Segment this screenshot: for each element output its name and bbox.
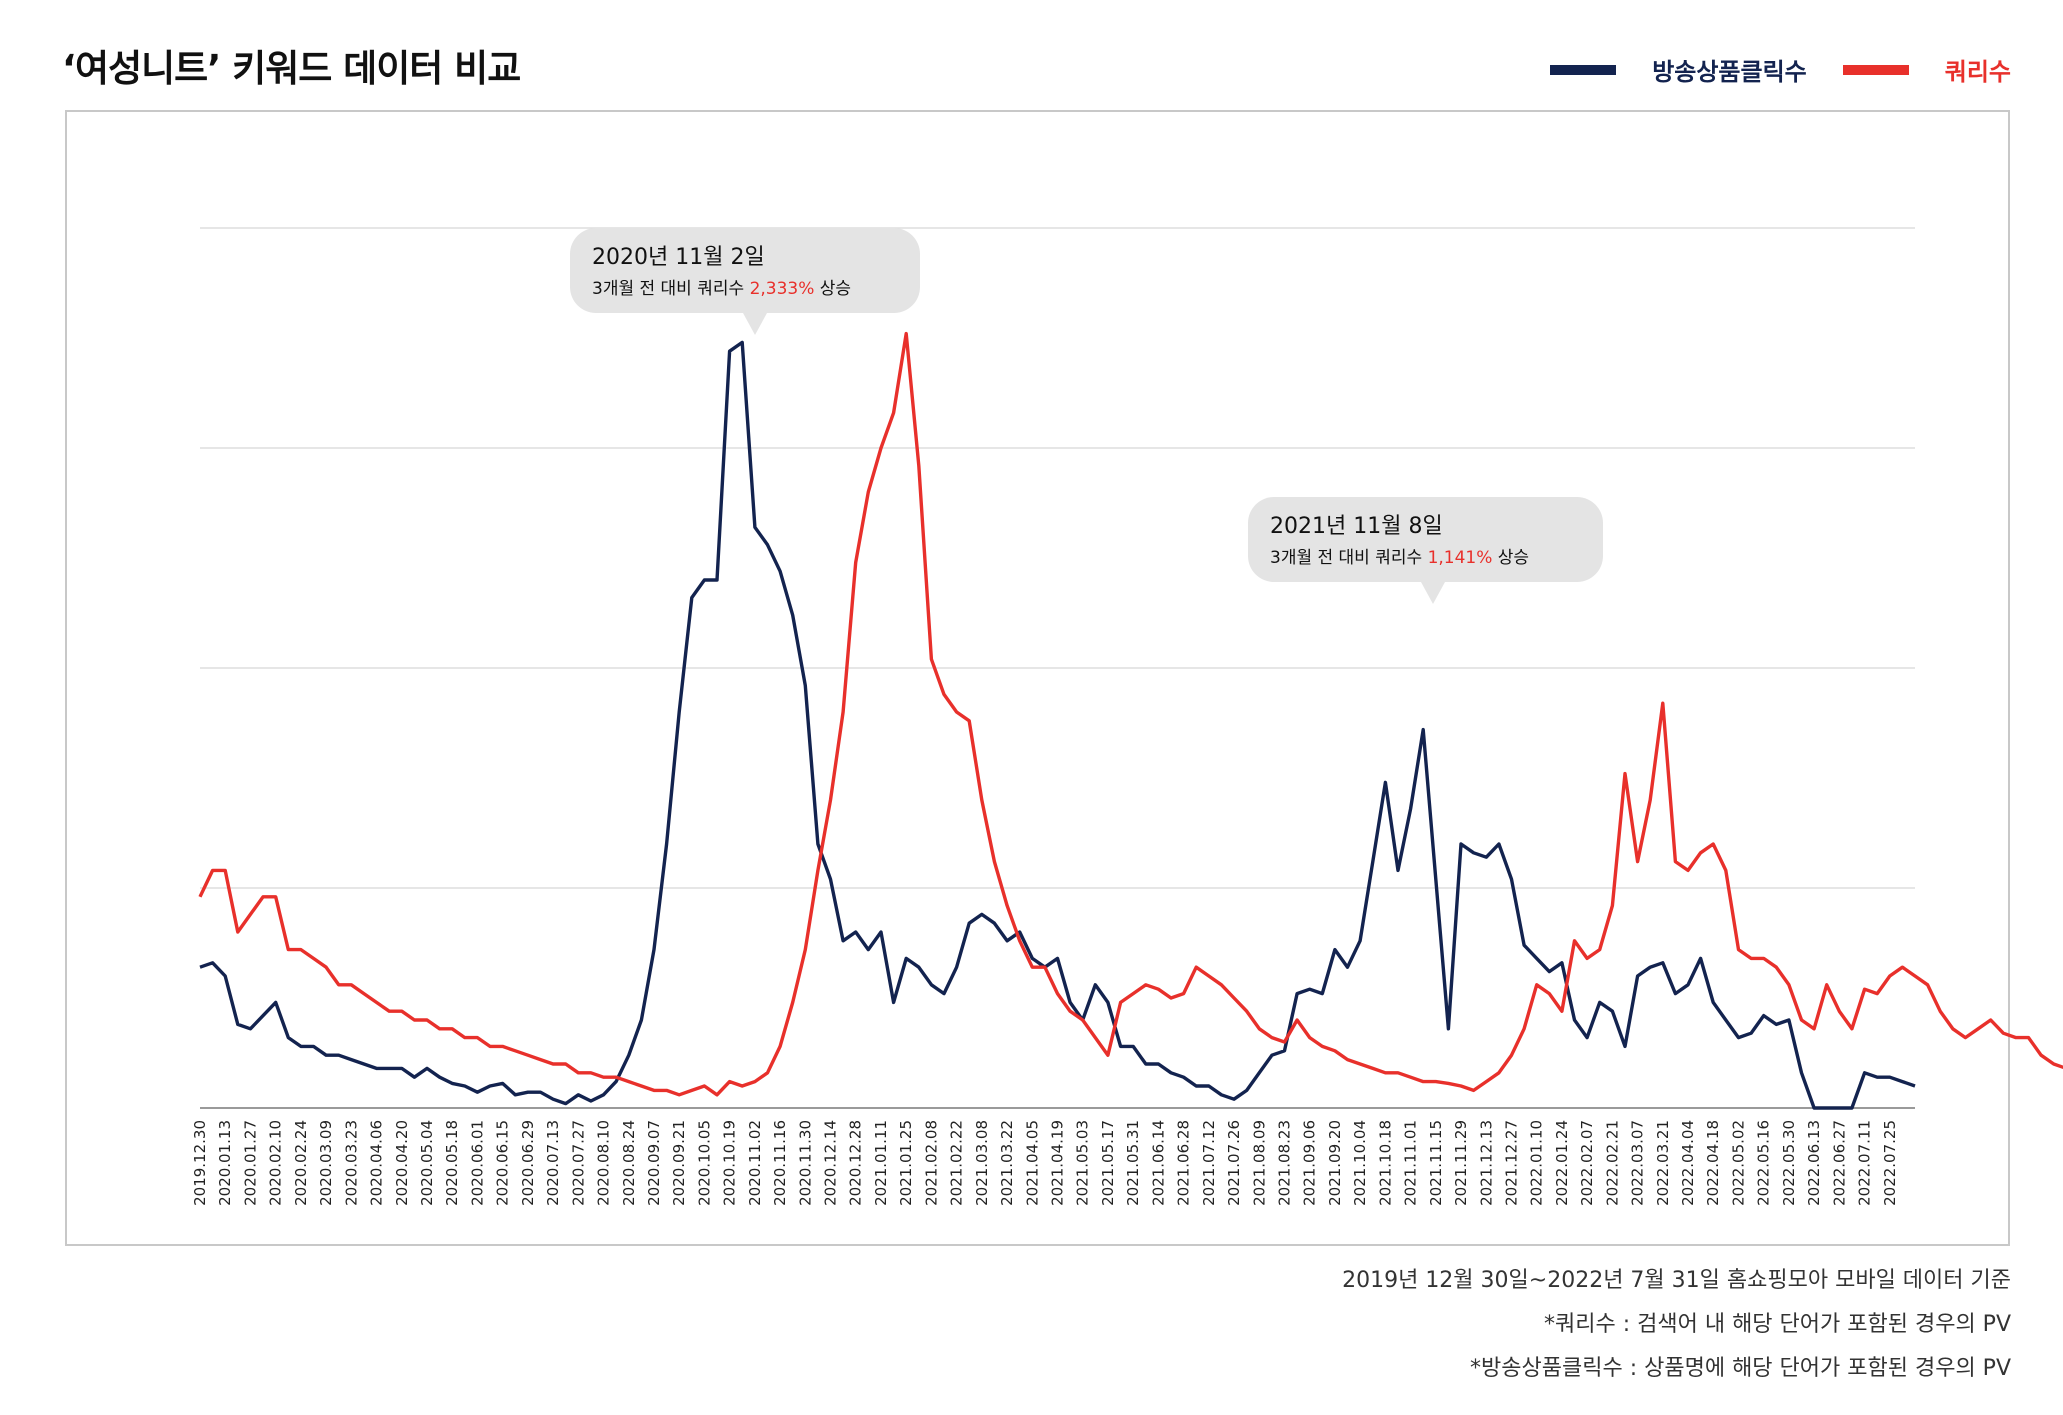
- x-tick-label: 2020.03.23: [342, 1120, 360, 1206]
- x-tick-label: 2021.09.20: [1326, 1120, 1344, 1206]
- chart-legend: 방송상품클릭수 쿼리수: [1514, 52, 2011, 87]
- legend-item-clicks: 방송상품클릭수: [1550, 52, 1807, 87]
- series-line-clicks: [199, 340, 1916, 1110]
- x-tick-label: 2022.04.18: [1704, 1120, 1722, 1206]
- legend-swatch-clicks: [1550, 64, 1617, 75]
- x-tick-label: 2022.05.16: [1755, 1120, 1773, 1206]
- x-tick-label: 2020.12.14: [822, 1120, 840, 1206]
- x-tick-label: 2020.02.10: [267, 1120, 285, 1206]
- x-tick-label: 2020.02.24: [292, 1120, 310, 1206]
- x-tick-label: 2020.06.01: [468, 1120, 486, 1206]
- footnote-clicks: *방송상품클릭수 : 상품명에 해당 단어가 포함된 경우의 PV: [1470, 1356, 2011, 1381]
- annotation-desc: 3개월 전 대비 쿼리수 2,333% 상승: [592, 279, 851, 299]
- x-tick-label: 2020.04.06: [368, 1120, 386, 1206]
- x-tick-label: 2020.05.18: [443, 1120, 461, 1206]
- x-tick-label: 2021.10.18: [1376, 1120, 1394, 1206]
- legend-label-clicks: 방송상품클릭수: [1652, 58, 1807, 86]
- legend-item-queries: 쿼리수: [1842, 52, 2011, 87]
- x-tick-label: 2022.03.07: [1629, 1120, 1647, 1206]
- x-tick-label: 2021.11.29: [1452, 1120, 1470, 1206]
- x-tick-label: 2021.12.27: [1502, 1120, 1520, 1206]
- x-tick-label: 2020.03.09: [317, 1120, 335, 1206]
- x-tick-label: 2022.06.13: [1805, 1120, 1823, 1206]
- x-tick-label: 2021.05.17: [1099, 1120, 1117, 1206]
- annotation-pointer: [1421, 582, 1445, 604]
- x-tick-label: 2021.06.14: [1149, 1120, 1167, 1206]
- x-tick-label: 2022.03.21: [1654, 1120, 1672, 1206]
- annotation-pointer: [743, 313, 767, 335]
- x-tick-label: 2022.05.30: [1780, 1120, 1798, 1206]
- x-tick-label: 2021.02.08: [922, 1120, 940, 1206]
- x-tick-label: 2021.02.22: [948, 1120, 966, 1206]
- x-tick-label: 2022.07.25: [1881, 1120, 1899, 1206]
- x-tick-label: 2021.12.13: [1477, 1120, 1495, 1206]
- x-tick-label: 2020.08.24: [620, 1120, 638, 1206]
- x-tick-label: 2022.01.24: [1553, 1120, 1571, 1206]
- x-tick-label: 2022.02.07: [1578, 1120, 1596, 1206]
- x-tick-label: 2022.04.04: [1679, 1120, 1697, 1206]
- x-tick-label: 2021.01.25: [897, 1120, 915, 1206]
- x-tick-label: 2022.01.10: [1528, 1120, 1546, 1206]
- x-tick-label: 2021.08.23: [1275, 1120, 1293, 1206]
- x-tick-label: 2022.06.27: [1830, 1120, 1848, 1206]
- source-note: 2019년 12월 30일~2022년 7월 31일 홈쇼핑모아 모바일 데이터…: [1342, 1268, 2011, 1293]
- footnote-queries: *쿼리수 : 검색어 내 해당 단어가 포함된 경우의 PV: [1544, 1312, 2011, 1337]
- x-tick-label: 2021.11.01: [1402, 1120, 1420, 1206]
- annotation-bubble: [1248, 497, 1603, 582]
- x-tick-label: 2021.07.12: [1200, 1120, 1218, 1206]
- x-tick-label: 2022.05.02: [1729, 1120, 1747, 1206]
- x-tick-label: 2021.11.15: [1427, 1120, 1445, 1206]
- x-tick-label: 2020.06.15: [494, 1120, 512, 1206]
- annotation-date: 2020년 11월 2일: [592, 245, 765, 270]
- x-tick-label: 2020.11.02: [746, 1120, 764, 1206]
- chart-frame: [65, 110, 2010, 1246]
- series-line-queries: [198, 331, 2063, 1097]
- x-tick-label: 2020.01.13: [216, 1120, 234, 1206]
- x-tick-label: 2021.07.26: [1225, 1120, 1243, 1206]
- x-tick-label: 2020.09.07: [645, 1120, 663, 1206]
- legend-label-queries: 쿼리수: [1944, 58, 2011, 86]
- x-tick-label: 2020.06.29: [519, 1120, 537, 1206]
- x-tick-label: 2019.12.30: [191, 1120, 209, 1206]
- annotation-desc: 3개월 전 대비 쿼리수 1,141% 상승: [1270, 548, 1529, 568]
- x-tick-label: 2020.11.16: [771, 1120, 789, 1206]
- x-tick-label: 2020.01.27: [241, 1120, 259, 1206]
- x-tick-label: 2021.08.09: [1250, 1120, 1268, 1206]
- x-tick-label: 2022.02.21: [1603, 1120, 1621, 1206]
- x-tick-label: 2021.03.22: [998, 1120, 1016, 1206]
- x-tick-label: 2021.09.06: [1301, 1120, 1319, 1206]
- x-tick-label: 2021.03.08: [973, 1120, 991, 1206]
- x-tick-label: 2020.11.30: [796, 1120, 814, 1206]
- x-tick-label: 2021.04.19: [1049, 1120, 1067, 1206]
- page-title: ‘여성니트’ 키워드 데이터 비교: [62, 47, 521, 90]
- x-tick-label: 2021.01.11: [872, 1120, 890, 1206]
- annotation-bubble: [570, 228, 920, 313]
- x-tick-label: 2020.09.21: [670, 1120, 688, 1206]
- x-tick-label: 2020.08.10: [595, 1120, 613, 1206]
- x-tick-label: 2021.05.03: [1074, 1120, 1092, 1206]
- x-tick-label: 2022.07.11: [1856, 1120, 1874, 1206]
- x-tick-label: 2020.12.28: [847, 1120, 865, 1206]
- x-tick-label: 2020.10.05: [695, 1120, 713, 1206]
- x-tick-label: 2021.05.31: [1124, 1120, 1142, 1206]
- x-tick-label: 2020.05.04: [418, 1120, 436, 1206]
- x-tick-label: 2020.07.13: [544, 1120, 562, 1206]
- x-tick-label: 2020.10.19: [721, 1120, 739, 1206]
- x-tick-label: 2020.07.27: [569, 1120, 587, 1206]
- x-tick-label: 2020.04.20: [393, 1120, 411, 1206]
- x-tick-label: 2021.10.04: [1351, 1120, 1369, 1206]
- x-tick-label: 2021.06.28: [1175, 1120, 1193, 1206]
- x-tick-label: 2021.04.05: [1023, 1120, 1041, 1206]
- legend-swatch-queries: [1842, 64, 1909, 75]
- annotation-date: 2021년 11월 8일: [1270, 514, 1443, 539]
